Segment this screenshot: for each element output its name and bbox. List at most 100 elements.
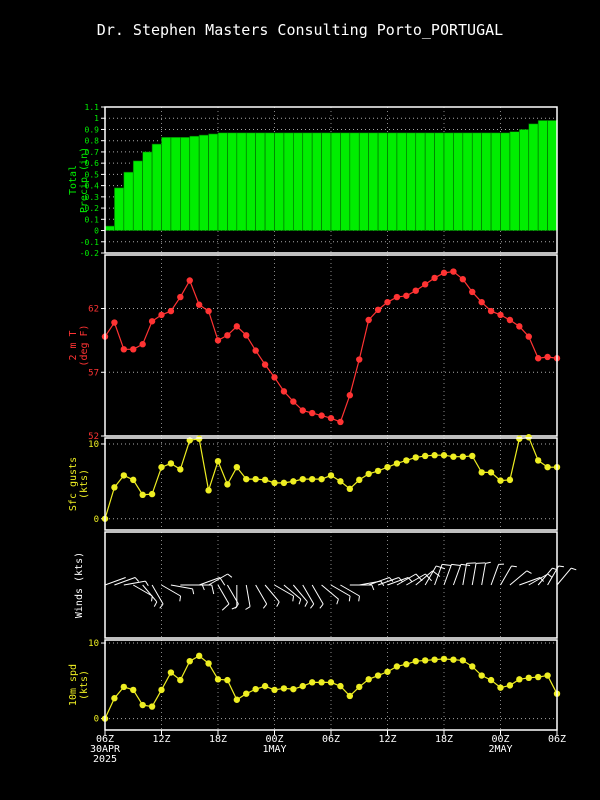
wind-barb: [340, 584, 360, 602]
wind-barb-staff: [161, 584, 181, 597]
wind_speed-point: [506, 682, 514, 689]
wind_speed-point: [233, 696, 241, 703]
wind-barb-staff: [123, 580, 146, 586]
wind-barb-staff: [292, 584, 308, 603]
y-tick-label: 0: [94, 227, 99, 236]
temp-point: [186, 277, 193, 284]
wind-barb-staff: [500, 565, 512, 586]
temp-point: [374, 306, 382, 314]
wind-barb-flag: [451, 563, 461, 567]
gusts-point: [148, 490, 156, 498]
temp-point: [177, 293, 184, 301]
wind_speed-point: [497, 684, 504, 691]
precip-bar: [424, 132, 435, 231]
wind-barb-staff: [255, 584, 268, 605]
y-tick-label: 0.6: [85, 159, 100, 168]
y-tick-label: 0.4: [85, 182, 100, 191]
gusts-point: [534, 457, 542, 464]
precip-bar: [471, 132, 482, 231]
y-tick-label: 0.1: [85, 215, 100, 224]
y-axis-label-line: Winds (kts): [74, 552, 85, 618]
wind-barb: [142, 584, 158, 607]
temp-point: [346, 392, 354, 399]
wind_speed-point: [271, 686, 278, 694]
y-axis-label: 2 m T(deg F): [68, 324, 90, 366]
panel-temp: 52 57 62 2 m T(deg F): [68, 254, 561, 442]
wind-barb: [528, 573, 553, 586]
y-axis-label-line: 2 m T: [68, 330, 79, 360]
precip-bar: [170, 137, 181, 231]
wind_speed-point: [487, 676, 495, 684]
wind-barb-staff: [283, 584, 302, 600]
gusts-point: [478, 469, 485, 476]
temp-point: [271, 374, 278, 381]
wind_speed-point: [148, 703, 156, 710]
wind-barb-flag: [201, 584, 205, 591]
temp-point: [337, 418, 344, 426]
precip-bar: [245, 132, 256, 231]
wind-barb-staff: [528, 573, 549, 586]
wind-barb: [481, 561, 491, 586]
wind-barb: [255, 584, 268, 609]
wind-barb: [509, 570, 532, 586]
gusts-point: [139, 491, 146, 499]
precip-bar: [537, 120, 548, 231]
temp-point: [393, 293, 401, 301]
temp-point: [158, 311, 165, 319]
x-tick-sublabel: 1MAY: [262, 744, 286, 755]
precip-bar: [264, 132, 275, 231]
precip-bar: [415, 132, 426, 231]
wind-barb: [208, 573, 233, 586]
wind_speed-point: [516, 676, 523, 683]
wind-barb-staff: [509, 570, 528, 586]
precip-bar: [434, 132, 445, 231]
gusts-point: [299, 475, 306, 483]
wind-barb-flag: [262, 603, 268, 609]
y-axis-label: Winds (kts): [74, 552, 85, 618]
temp-point: [421, 281, 429, 288]
precip-bar: [396, 132, 407, 231]
wind-barb-staff: [321, 584, 339, 600]
y-tick-label: 52: [88, 432, 99, 442]
wind-barb: [452, 563, 471, 586]
temp-point: [243, 332, 250, 339]
gusts-point: [130, 476, 137, 484]
wind-barb-staff: [415, 570, 433, 586]
panel-precip: -0.2 -0.1 0 0.1 0.2 0.3 0.4 0.5 0.6 0.7 0.8 0.9 1 1.1…: [68, 103, 558, 258]
wind-barb: [424, 565, 446, 586]
gusts-point: [497, 477, 504, 484]
precip-bar: [114, 187, 125, 231]
precip-bar: [321, 132, 332, 231]
wind-barb-flag: [336, 598, 339, 605]
gusts-point: [346, 485, 354, 493]
panel-winds: Winds (kts): [74, 531, 577, 639]
precip-bar: [227, 132, 238, 231]
wind-barb-staff: [462, 563, 468, 586]
wind-barb-staff: [217, 584, 230, 605]
wind_speed-point: [384, 668, 391, 675]
temp-point: [516, 323, 523, 330]
gusts-point: [233, 463, 241, 471]
gusts-point: [374, 467, 382, 475]
temp-point: [167, 307, 175, 315]
wind-barb: [302, 584, 315, 609]
temp-point: [544, 353, 551, 361]
gusts-point: [421, 452, 429, 460]
gusts-point: [271, 479, 278, 487]
wind-barb-flag: [388, 577, 394, 582]
gusts-point: [487, 469, 495, 476]
precip-bar: [255, 132, 266, 231]
precip-bar: [198, 134, 209, 231]
gusts-point: [120, 472, 128, 479]
gusts-point: [243, 475, 250, 483]
wind-barb-flag: [227, 573, 233, 578]
wind-barb: [434, 563, 452, 586]
gusts-point: [308, 475, 316, 483]
temp-point: [120, 346, 128, 353]
wind_speed-point: [525, 674, 532, 682]
precip-bar: [132, 160, 143, 231]
wind-barb-staff: [104, 577, 126, 586]
wind-barb-staff: [537, 567, 553, 586]
temp-point: [280, 388, 288, 395]
precip-bar: [547, 120, 558, 231]
